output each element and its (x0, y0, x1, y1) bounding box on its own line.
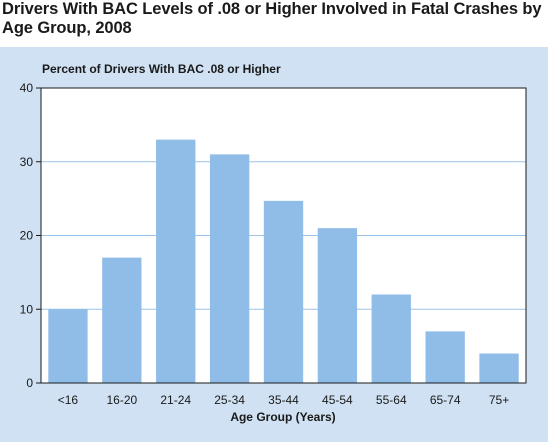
y-tick-label: 20 (20, 229, 34, 243)
x-axis-ticks: <16 16-20 21-24 25-34 35-44 45-54 55-64 65-74 75… (58, 393, 509, 407)
bar (317, 228, 358, 383)
x-tick-label: 16-20 (106, 393, 137, 407)
x-axis-title: Age Group (Years) (230, 410, 335, 424)
bars (48, 139, 519, 383)
y-tick-label: 30 (20, 155, 34, 169)
y-axis-title: Percent of Drivers With BAC .08 or Highe… (42, 62, 281, 76)
plot-frame (40, 87, 527, 384)
y-tick-label: 40 (20, 81, 34, 95)
x-tick-label: <16 (58, 393, 79, 407)
bar (425, 331, 465, 383)
x-tick-label: 45-54 (322, 393, 353, 407)
y-axis-ticks: 0 10 20 30 40 (20, 81, 41, 390)
bar (102, 257, 142, 383)
x-tick-label: 55-64 (376, 393, 407, 407)
x-tick-label: 21-24 (160, 393, 191, 407)
y-tick-label: 0 (26, 376, 33, 390)
bar (371, 294, 411, 383)
x-tick-label: 65-74 (430, 393, 461, 407)
bar (209, 154, 250, 383)
bar (263, 200, 304, 383)
bar (156, 139, 196, 383)
x-tick-label: 35-44 (268, 393, 299, 407)
x-tick-label: 75+ (489, 393, 509, 407)
bar (479, 353, 519, 383)
y-tick-label: 10 (20, 302, 34, 316)
bar (48, 309, 88, 383)
x-tick-label: 25-34 (214, 393, 245, 407)
chart-title: Drivers With BAC Levels of .08 or Higher… (2, 0, 542, 37)
